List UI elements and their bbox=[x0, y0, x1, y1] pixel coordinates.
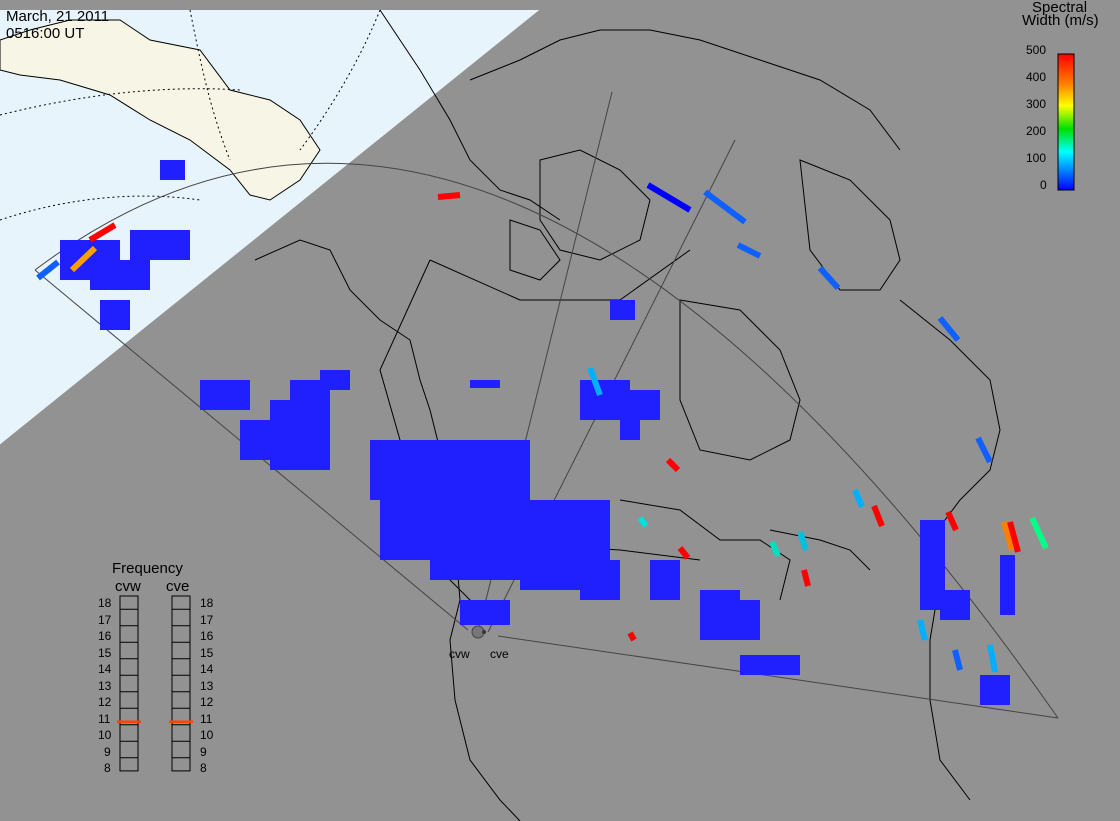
echo-cell bbox=[320, 370, 350, 390]
frequency-title: Frequency bbox=[112, 560, 183, 577]
frequency-level-west: 9 bbox=[104, 744, 111, 759]
echo-strip bbox=[817, 265, 841, 291]
echo-cell bbox=[160, 160, 185, 180]
echo-strip bbox=[627, 631, 637, 642]
echo-cell bbox=[620, 420, 640, 440]
plot-time: 0516:00 UT bbox=[6, 25, 85, 42]
frequency-level-east: 12 bbox=[200, 695, 214, 709]
echo-strip bbox=[769, 540, 781, 558]
frequency-level-east: 8 bbox=[200, 761, 207, 775]
frequency-level-west: 14 bbox=[98, 662, 112, 676]
echo-strip bbox=[677, 546, 691, 560]
echo-strip bbox=[437, 192, 461, 200]
echo-strip bbox=[703, 189, 747, 225]
frequency-level-east: 18 bbox=[200, 596, 214, 610]
frequency-level-east: 10 bbox=[200, 728, 214, 742]
echo-cell bbox=[400, 450, 440, 490]
echo-strip bbox=[736, 242, 762, 259]
echo-strip bbox=[69, 245, 98, 273]
echo-strip bbox=[871, 504, 885, 528]
colorbar-tick-100: 100 bbox=[1026, 151, 1047, 165]
colorbar-tick-500: 500 bbox=[1026, 43, 1047, 57]
colorbar-tick-400: 400 bbox=[1026, 70, 1047, 84]
echo-strip bbox=[987, 644, 998, 673]
frequency-level-east: 13 bbox=[200, 678, 214, 693]
echo-cell bbox=[920, 520, 945, 610]
echo-strip bbox=[952, 649, 963, 671]
radar-sites bbox=[471, 625, 486, 639]
echo-cell bbox=[200, 380, 250, 410]
frequency-level-west: 12 bbox=[98, 695, 112, 709]
echo-cell bbox=[100, 300, 130, 330]
echo-cell bbox=[470, 380, 500, 388]
frequency-level-west: 10 bbox=[98, 728, 112, 742]
frequency-column-west bbox=[119, 595, 139, 772]
frequency-level-west: 18 bbox=[98, 596, 112, 610]
echo-cell bbox=[600, 390, 660, 420]
radar-label-east: cve bbox=[490, 647, 509, 661]
echo-strip bbox=[646, 182, 692, 213]
echo-cell bbox=[430, 470, 530, 580]
frequency-level-east: 15 bbox=[200, 645, 214, 660]
frequency-level-west: 13 bbox=[98, 678, 112, 693]
colorbar-tick-0: 0 bbox=[1040, 178, 1047, 192]
frequency-level-west: 15 bbox=[98, 645, 112, 660]
frequency-level-east: 9 bbox=[200, 744, 207, 759]
echo-strip bbox=[801, 569, 811, 587]
frequency-level-east: 16 bbox=[200, 629, 214, 643]
frequency-level-west: 17 bbox=[98, 612, 112, 627]
echo-strip bbox=[937, 316, 961, 342]
colorbar-tick-300: 300 bbox=[1026, 97, 1047, 111]
echo-strip bbox=[637, 516, 649, 528]
frequency-level-east: 17 bbox=[200, 612, 214, 627]
frequency-level-west: 11 bbox=[98, 711, 111, 726]
frequency-col-east: cve bbox=[166, 578, 190, 595]
frequency-column-east bbox=[171, 595, 191, 772]
echo-strip bbox=[88, 222, 117, 243]
echo-strip bbox=[852, 488, 865, 509]
echo-cell bbox=[720, 600, 760, 640]
echo-strip bbox=[587, 366, 603, 397]
frequency-level-west: 8 bbox=[104, 761, 111, 775]
echo-cell bbox=[90, 260, 150, 290]
echo-cell bbox=[650, 560, 680, 600]
radar-label-west: cvw bbox=[449, 647, 470, 661]
echo-cell bbox=[460, 445, 520, 475]
plot-date: March, 21 2011 bbox=[6, 8, 110, 25]
echo-cell bbox=[610, 300, 635, 320]
frequency-col-west: cvw bbox=[115, 578, 141, 595]
echo-layer bbox=[36, 160, 1049, 705]
echo-strip bbox=[917, 619, 928, 641]
frequency-level-west: 16 bbox=[98, 629, 112, 643]
echo-cell bbox=[740, 655, 800, 675]
frequency-level-east: 11 bbox=[200, 711, 213, 726]
echo-strip bbox=[797, 531, 809, 551]
echo-cell bbox=[130, 230, 190, 260]
graticule bbox=[0, 9, 381, 221]
frequency-level-east: 14 bbox=[200, 662, 214, 676]
colorbar-title-2: Width (m/s) bbox=[1022, 12, 1099, 29]
echo-strip bbox=[665, 457, 681, 473]
echo-cell bbox=[460, 600, 510, 625]
echo-strip bbox=[975, 436, 993, 464]
colorbar bbox=[1057, 53, 1075, 191]
echo-strip bbox=[1007, 521, 1021, 553]
echo-cell bbox=[980, 675, 1010, 705]
echo-strip bbox=[945, 510, 959, 532]
echo-cell bbox=[1000, 555, 1015, 615]
echo-cell bbox=[580, 560, 620, 600]
frequency-panel-graphics bbox=[117, 595, 193, 772]
echo-strip bbox=[1001, 521, 1015, 551]
echo-strip bbox=[1029, 516, 1049, 550]
colorbar-tick-200: 200 bbox=[1026, 124, 1047, 138]
colorbar-title-1: Spectral bbox=[1032, 0, 1088, 16]
echo-strip bbox=[36, 259, 60, 281]
